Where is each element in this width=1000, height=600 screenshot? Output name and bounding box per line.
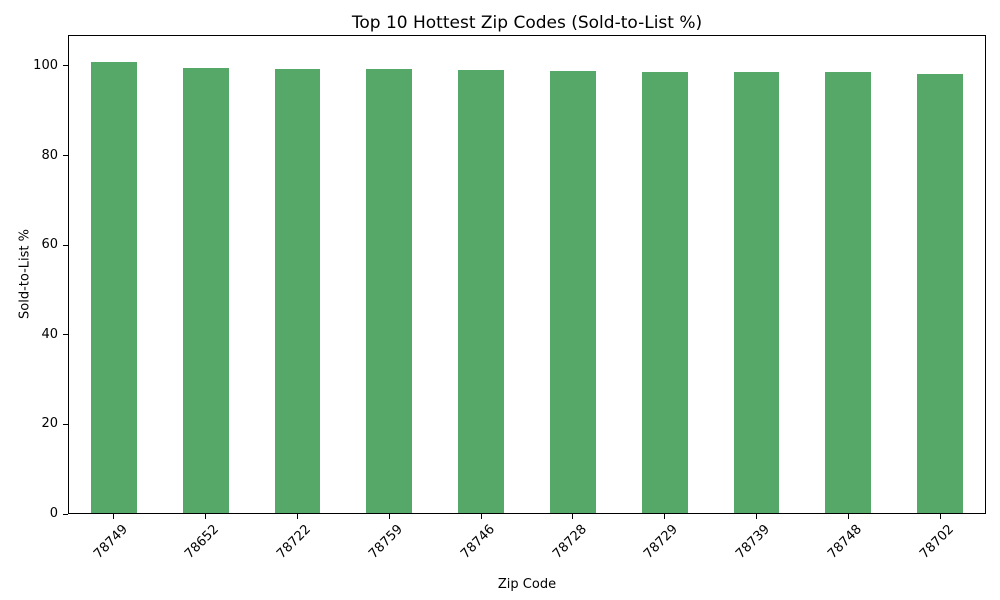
y-tick-mark: [63, 244, 68, 246]
x-tick-mark: [572, 514, 574, 519]
y-tick-label: 0: [49, 506, 58, 521]
x-tick-mark: [205, 514, 207, 519]
y-tick-label: 40: [41, 326, 58, 342]
bar-78702: [917, 73, 964, 513]
x-tick-label: 78749: [90, 522, 131, 562]
y-tick-mark: [63, 513, 68, 515]
chart-title: Top 10 Hottest Zip Codes (Sold-to-List %…: [351, 13, 703, 33]
x-tick-label: 78739: [733, 522, 774, 562]
bar-78729: [641, 71, 688, 513]
x-axis-label: Zip Code: [497, 577, 557, 592]
x-tick-label: 78728: [549, 522, 590, 562]
x-tick-label: 78729: [641, 522, 682, 562]
bar-78746: [458, 69, 505, 513]
y-tick-label: 60: [41, 237, 58, 253]
x-tick-label: 78759: [366, 522, 406, 562]
plot-area: [68, 35, 986, 514]
x-tick-mark: [113, 514, 115, 519]
bar-78759: [366, 69, 413, 513]
x-tick-label: 78746: [457, 522, 498, 562]
x-tick-mark: [388, 514, 390, 519]
y-tick-mark: [63, 65, 68, 67]
x-tick-mark: [756, 514, 757, 519]
x-tick-mark: [480, 514, 482, 519]
y-tick-mark: [63, 423, 68, 425]
bar-78739: [733, 71, 780, 513]
x-tick-mark: [939, 514, 941, 519]
bar-78748: [825, 72, 872, 513]
y-tick-label: 100: [33, 57, 58, 73]
y-tick-mark: [63, 155, 68, 157]
x-tick-mark: [664, 514, 666, 519]
y-tick-mark: [63, 334, 68, 336]
bar-78749: [90, 62, 137, 513]
bar-78728: [549, 70, 596, 513]
x-tick-label: 78702: [916, 522, 957, 562]
x-tick-label: 78652: [182, 522, 223, 562]
bar-78652: [182, 67, 229, 513]
bar-78722: [274, 68, 321, 513]
x-tick-mark: [847, 514, 849, 519]
x-tick-mark: [297, 514, 298, 519]
x-tick-label: 78722: [274, 522, 315, 562]
x-tick-label: 78748: [825, 522, 865, 562]
y-tick-label: 20: [41, 416, 58, 432]
y-tick-label: 80: [41, 147, 58, 163]
